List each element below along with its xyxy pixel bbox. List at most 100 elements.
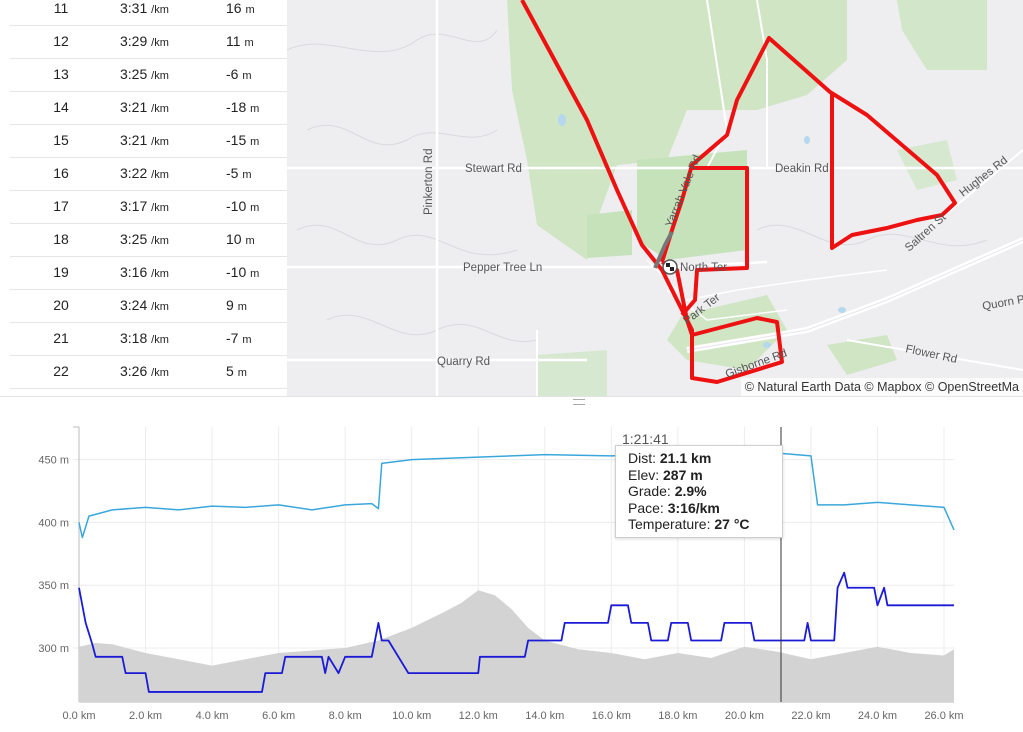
dark-blue-line-series bbox=[78, 571, 954, 693]
split-row[interactable]: 19 3:16 /km -10 m bbox=[10, 256, 287, 290]
x-tick-label: 12.0 km bbox=[459, 710, 498, 722]
park-area bbox=[827, 335, 897, 375]
tooltip-dist: Dist: 21.1 km bbox=[628, 450, 712, 466]
panel-resize-divider[interactable] bbox=[0, 396, 1023, 406]
splits-table: 11 3:31 /km 16 m 12 3:29 /km 11 m 13 3:25 /km -6… bbox=[10, 0, 287, 392]
split-pace: 3:21 /km bbox=[120, 132, 169, 148]
road-label: Pinkerton Rd bbox=[423, 149, 435, 215]
tooltip-grade: Grade: 2.9% bbox=[628, 483, 707, 499]
split-km: 14 bbox=[53, 99, 69, 115]
split-km: 11 bbox=[53, 0, 69, 16]
map-attribution[interactable]: © Natural Earth Data © Mapbox © OpenStre… bbox=[740, 378, 1023, 396]
park-area bbox=[587, 210, 632, 258]
split-pace: 3:16 /km bbox=[120, 264, 169, 280]
tooltip-elev: Elev: 287 m bbox=[628, 466, 703, 483]
split-pace: 3:24 /km bbox=[120, 297, 169, 313]
x-tick-label: 2.0 km bbox=[129, 710, 162, 722]
contour-line bbox=[326, 314, 538, 343]
park-area bbox=[537, 350, 607, 396]
split-pace: 3:26 /km bbox=[120, 363, 169, 379]
road-label: North Ter bbox=[680, 262, 727, 274]
split-pace: 3:25 /km bbox=[120, 231, 169, 247]
tooltip-temperature: Temperature: 27 °C bbox=[628, 516, 750, 532]
split-row[interactable]: 22 3:26 /km 5 m bbox=[10, 355, 287, 389]
split-km: 18 bbox=[53, 231, 69, 247]
x-tick-label: 18.0 km bbox=[658, 710, 697, 722]
y-tick-label: 450 m bbox=[38, 455, 69, 467]
split-row[interactable]: 18 3:25 /km 10 m bbox=[10, 223, 287, 257]
road bbox=[666, 289, 788, 321]
light-blue-line-series bbox=[78, 452, 955, 539]
elevation-chart[interactable]: 450 m 400 m 350 m 300 m 0.0 km 2.0 km 4.0 km 6.… bbox=[0, 405, 1023, 727]
split-elev: 10 m bbox=[226, 231, 255, 247]
road-label: Quorn P bbox=[981, 294, 1023, 313]
tooltip-pace: Pace: 3:16/km bbox=[628, 499, 720, 516]
split-elev: -10 m bbox=[226, 264, 260, 280]
y-tick-label: 300 m bbox=[38, 643, 69, 655]
route-line bbox=[653, 231, 674, 269]
split-row[interactable]: 12 3:29 /km 11 m bbox=[10, 25, 287, 59]
x-tick-label: 24.0 km bbox=[858, 710, 897, 722]
road-label: Quarry Rd bbox=[437, 356, 490, 368]
drag-handle-icon[interactable] bbox=[573, 399, 585, 405]
park-area bbox=[507, 0, 847, 260]
split-pace: 3:29 /km bbox=[120, 33, 169, 49]
split-row[interactable]: 11 3:31 /km 16 m bbox=[10, 0, 287, 26]
split-km: 12 bbox=[53, 33, 69, 49]
park-area bbox=[637, 150, 747, 260]
split-km: 20 bbox=[53, 297, 69, 313]
split-row[interactable]: 16 3:22 /km -5 m bbox=[10, 157, 287, 191]
map-canvas[interactable]: Stewart Rd Deakin Rd Pinkerton Rd Pepper… bbox=[287, 0, 1023, 396]
road bbox=[756, 0, 768, 168]
split-km: 15 bbox=[53, 132, 69, 148]
split-km: 16 bbox=[53, 165, 69, 181]
contour-line bbox=[306, 124, 498, 146]
y-tick-label: 350 m bbox=[38, 580, 69, 592]
x-tick-label: 6.0 km bbox=[262, 710, 295, 722]
split-row[interactable]: 17 3:17 /km -10 m bbox=[10, 190, 287, 224]
split-km: 13 bbox=[53, 66, 69, 82]
split-row[interactable]: 15 3:21 /km -15 m bbox=[10, 124, 287, 158]
split-row[interactable]: 21 3:18 /km -7 m bbox=[10, 322, 287, 356]
x-tick-label: 4.0 km bbox=[196, 710, 229, 722]
split-pace: 3:17 /km bbox=[120, 198, 169, 214]
lake bbox=[838, 307, 846, 313]
contour-line bbox=[287, 29, 498, 53]
split-km: 19 bbox=[53, 264, 69, 280]
split-km: 22 bbox=[53, 363, 69, 379]
split-pace: 3:22 /km bbox=[120, 165, 169, 181]
split-elev: -10 m bbox=[226, 198, 260, 214]
split-elev: -5 m bbox=[226, 165, 252, 181]
lake bbox=[763, 342, 771, 348]
y-tick-label: 400 m bbox=[38, 517, 69, 529]
split-elev: 9 m bbox=[226, 297, 247, 313]
x-tick-label: 8.0 km bbox=[329, 710, 362, 722]
split-elev: -7 m bbox=[226, 330, 252, 346]
split-elev: -15 m bbox=[226, 132, 260, 148]
split-row[interactable]: 13 3:25 /km -6 m bbox=[10, 58, 287, 92]
lake bbox=[804, 136, 810, 144]
park-area bbox=[897, 0, 987, 70]
split-pace: 3:25 /km bbox=[120, 66, 169, 82]
x-tick-label: 14.0 km bbox=[525, 710, 564, 722]
split-row[interactable]: 14 3:21 /km -18 m bbox=[10, 91, 287, 125]
split-elev: 16 m bbox=[226, 0, 255, 16]
split-elev: 5 m bbox=[226, 363, 247, 379]
x-tick-label: 22.0 km bbox=[791, 710, 830, 722]
split-row[interactable]: 20 3:24 /km 9 m bbox=[10, 289, 287, 323]
split-km: 21 bbox=[53, 330, 69, 346]
route-line bbox=[520, 0, 784, 384]
road-label: Flower Rd bbox=[904, 343, 958, 366]
split-pace: 3:18 /km bbox=[120, 330, 169, 346]
cursor-time: 1:21:41 bbox=[622, 431, 669, 447]
elevation-chart-svg[interactable]: 450 m 400 m 350 m 300 m 0.0 km 2.0 km 4.0 km 6.… bbox=[0, 405, 1023, 727]
chart-tooltip: Dist: 21.1 km Elev: 287 m Grade: 2.9% Pa… bbox=[615, 445, 783, 538]
road-label: Deakin Rd bbox=[775, 163, 829, 175]
x-tick-label: 16.0 km bbox=[592, 710, 631, 722]
contour-line bbox=[296, 224, 518, 256]
split-pace: 3:21 /km bbox=[120, 99, 169, 115]
checkered-flag-icon[interactable] bbox=[662, 259, 678, 275]
route-map[interactable]: Stewart Rd Deakin Rd Pinkerton Rd Pepper… bbox=[287, 0, 1023, 396]
road-label: Hughes Rd bbox=[957, 154, 1010, 199]
route-line bbox=[660, 36, 957, 263]
